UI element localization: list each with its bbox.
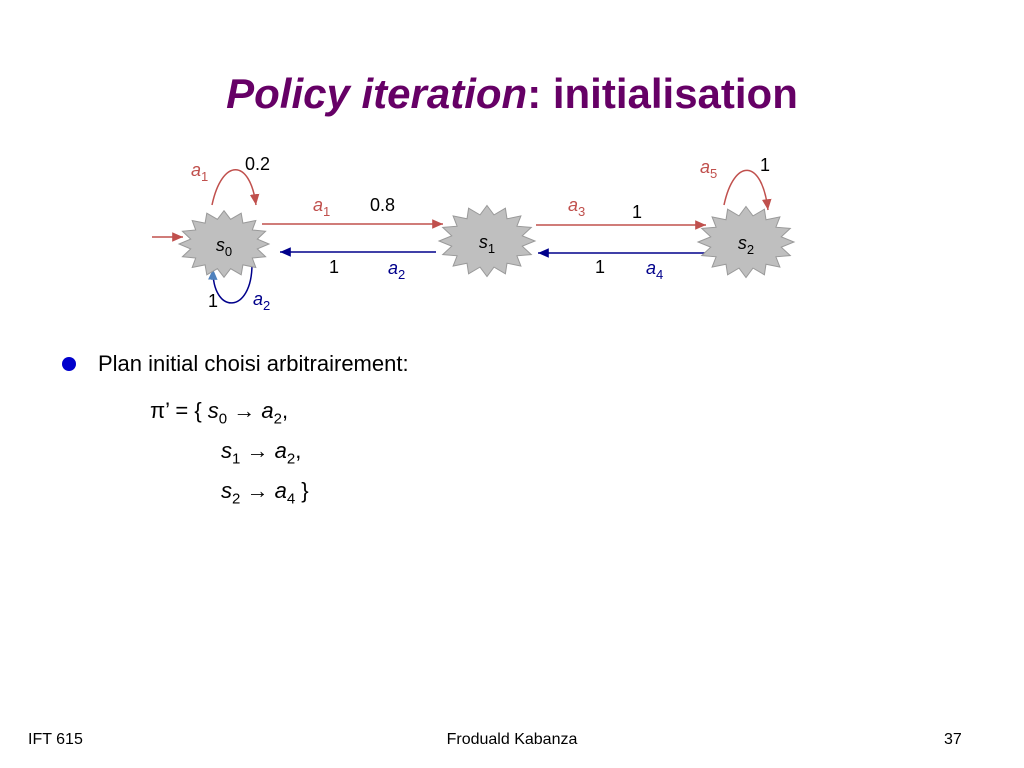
- state-sub-s2: 2: [747, 242, 754, 257]
- action-label-s2-s1: a4: [646, 258, 663, 282]
- bullet-text: Plan initial choisi arbitrairement:: [98, 351, 409, 376]
- action-label-s0-self-a1: a1: [191, 160, 208, 184]
- svg-text:s0: s0: [216, 235, 232, 259]
- policy-lead: π’ = {: [150, 398, 202, 423]
- policy-state-0: s: [207, 398, 219, 423]
- prob-label-s1-s0: 1: [329, 257, 339, 277]
- state-node-s1: s1: [437, 204, 537, 278]
- policy-arrow-0: →: [233, 398, 256, 423]
- title-rest: : initialisation: [527, 70, 798, 117]
- state-node-s0: s0: [177, 209, 271, 279]
- bullet-list: Plan initial choisi arbitrairement:: [62, 351, 409, 377]
- state-label-s2: s: [738, 233, 747, 253]
- edge-s2-self-a5: [723, 169, 772, 211]
- policy-action-0: a: [261, 398, 274, 423]
- policy-state-1: s: [221, 438, 232, 463]
- policy-row-1: s1 → a2,: [221, 438, 302, 468]
- footer-page-number: 37: [944, 731, 962, 748]
- edge-s0-self-a2: [207, 263, 253, 304]
- bullet-dot: [62, 357, 76, 371]
- action-label-s2-self: a5: [700, 157, 717, 181]
- prob-label-s0-self: 0.2: [245, 154, 270, 174]
- action-label-s0-self-a2: a2: [253, 289, 270, 313]
- policy-arrow-1: →: [246, 438, 269, 463]
- state-label-s1: s: [479, 232, 488, 252]
- action-label-s0-s1: a1: [313, 195, 330, 219]
- policy-row-2: s2 → a4 }: [221, 478, 309, 508]
- prob-label-s2-s1: 1: [595, 257, 605, 277]
- policy-action-1: a: [274, 438, 287, 463]
- action-label-s1-s0: a2: [388, 258, 405, 282]
- action-label-s1-s2: a3: [568, 195, 585, 219]
- slide-title: Policy iteration: initialisation: [0, 70, 1024, 118]
- footer-course: IFT 615: [28, 731, 83, 748]
- title-italic: Policy iteration: [226, 70, 528, 117]
- policy-action-2: a: [274, 478, 287, 503]
- footer-author: Froduald Kabanza: [446, 731, 578, 748]
- prob-label-s1-s2: 1: [632, 202, 642, 222]
- mdp-diagram: s0 s1 s2 a1 0.2 a1 0.8 1 a2 1 a2 a3 1 1 …: [152, 154, 796, 313]
- svg-text:s2: s2: [738, 233, 754, 257]
- prob-label-s0-self-a2: 1: [208, 291, 218, 311]
- policy-state-2: s: [221, 478, 232, 503]
- state-node-s2: s2: [696, 205, 796, 279]
- state-sub-s1: 1: [488, 241, 495, 256]
- prob-label-s0-s1: 0.8: [370, 195, 395, 215]
- state-label-s0: s: [216, 235, 225, 255]
- state-sub-s0: 0: [225, 244, 232, 259]
- edge-s0-self-a1: [211, 169, 260, 206]
- bullet-item: Plan initial choisi arbitrairement:: [62, 351, 409, 377]
- prob-label-s2-self: 1: [760, 155, 770, 175]
- svg-text:s1: s1: [479, 232, 495, 256]
- policy-arrow-2: →: [246, 478, 269, 503]
- policy-lead-row: π’ = { s0 → a2,: [150, 398, 289, 428]
